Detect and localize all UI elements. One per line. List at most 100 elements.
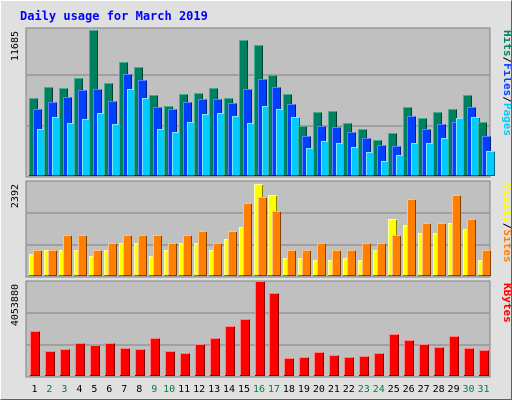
bar-sites-day-30 (467, 219, 476, 276)
bar-highlight (123, 74, 132, 176)
bar-highlight (149, 95, 158, 176)
bar-highlight (452, 195, 461, 276)
bar-sites-day-5 (93, 250, 102, 276)
x-tick-label-day-25: 25 (388, 384, 400, 395)
bar-highlight (74, 78, 83, 176)
bar-highlight (422, 129, 431, 176)
bar-kbytes-day-3 (60, 349, 70, 376)
bar-highlight (165, 351, 175, 376)
bar-highlight (272, 211, 281, 276)
bar-shadow (75, 344, 85, 376)
x-tick-label-day-20: 20 (313, 384, 325, 395)
bar-kbytes-day-25 (389, 334, 399, 376)
bar-shadow (153, 236, 162, 276)
bar-highlight (168, 109, 177, 176)
bar-highlight (486, 151, 495, 176)
bar-face (33, 250, 42, 276)
bar-shadow (45, 352, 55, 376)
bar-highlight (209, 88, 218, 176)
x-tick-label-day-12: 12 (193, 384, 205, 395)
bar-face (37, 129, 46, 176)
bar-highlight (232, 116, 241, 176)
bar-sites-day-31 (482, 250, 491, 276)
bar-face (165, 351, 175, 376)
bar-sites-day-3 (63, 235, 72, 276)
legend-item-sites: Sites (501, 229, 512, 262)
bar-shadow (63, 236, 72, 276)
bar-shadow (225, 327, 235, 376)
bar-face (381, 161, 390, 176)
bar-face (441, 138, 450, 176)
bar-face (344, 357, 354, 376)
bar-face (183, 235, 192, 276)
bar-face (135, 349, 145, 376)
bar-face (232, 116, 241, 176)
bar-highlight (112, 124, 121, 176)
bar-highlight (127, 89, 136, 176)
bar-highlight (255, 281, 265, 376)
bar-shadow (314, 353, 324, 376)
bar-highlight (448, 109, 457, 176)
bar-kbytes-day-13 (210, 338, 220, 376)
bar-highlight (392, 146, 401, 176)
bar-sites-day-19 (302, 250, 311, 276)
bar-highlight (187, 122, 196, 176)
bar-face (82, 119, 91, 176)
bar-shadow (255, 282, 265, 376)
panel-sites-visits: 2392 Visits/Sites (10, 180, 512, 278)
bar-face (449, 336, 459, 376)
bar-sites-day-24 (377, 243, 386, 276)
x-tick-label-day-21: 21 (328, 384, 340, 395)
bar-highlight (407, 199, 416, 276)
bar-face (321, 141, 330, 176)
bar-shadow (299, 358, 309, 376)
bar-highlight (89, 30, 98, 176)
bar-face (291, 117, 300, 176)
bar-highlight (202, 114, 211, 176)
bar-highlight (134, 67, 143, 176)
bar-face (317, 243, 326, 276)
bar-sites-day-26 (407, 199, 416, 276)
bar-face (302, 250, 311, 276)
bar-face (30, 331, 40, 376)
bar-sites-day-28 (437, 223, 446, 276)
bar-face (210, 338, 220, 376)
bar-highlight (168, 243, 177, 276)
x-tick-label-day-31: 31 (477, 384, 489, 395)
bar-highlight (284, 358, 294, 376)
x-tick-label-day-5: 5 (91, 384, 97, 395)
x-tick-label-day-16: 16 (253, 384, 265, 395)
bar-sites-day-29 (452, 195, 461, 276)
bar-highlight (120, 348, 130, 376)
bar-highlight (150, 338, 160, 376)
bar-face (404, 340, 414, 376)
bar-highlight (358, 129, 367, 176)
x-tick-label-day-13: 13 (208, 384, 220, 395)
bar-highlight (418, 118, 427, 176)
bar-face (93, 250, 102, 276)
bar-highlight (183, 235, 192, 276)
bar-kbytes-day-24 (374, 353, 384, 376)
bar-highlight (52, 117, 61, 176)
bar-shadow (258, 198, 267, 276)
bar-shadow (374, 354, 384, 376)
x-tick-label-day-27: 27 (418, 384, 430, 395)
bar-shadow (30, 332, 40, 376)
bar-face (247, 123, 256, 176)
bar-sites-day-25 (392, 235, 401, 276)
bar-sites-day-4 (78, 235, 87, 276)
bar-shadow (165, 352, 175, 376)
legend-item-visits: Visits (501, 183, 512, 223)
legend-separator: / (501, 96, 512, 103)
bar-shadow (120, 349, 130, 376)
bar-face (479, 350, 489, 376)
bar-highlight (240, 319, 250, 376)
legend-item-hits: Hits (501, 30, 512, 57)
bar-highlight (302, 136, 311, 176)
bar-highlight (153, 235, 162, 276)
bar-shadow (434, 348, 444, 376)
bar-highlight (142, 98, 151, 176)
x-tick-label-day-28: 28 (433, 384, 445, 395)
bar-face (306, 148, 315, 176)
bar-sites-day-22 (347, 250, 356, 276)
